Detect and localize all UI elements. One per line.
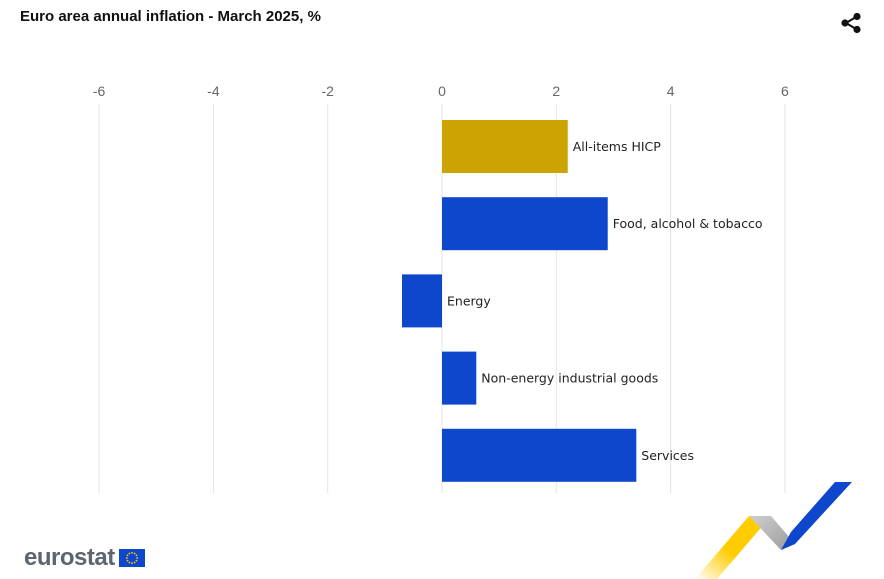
x-tick-label: -2	[321, 83, 334, 99]
flag-star	[135, 559, 138, 562]
flag-star	[135, 557, 138, 559]
eurostat-chevron-decoration	[695, 482, 852, 579]
bar[interactable]	[442, 428, 637, 482]
bar-label: Services	[641, 448, 694, 463]
flag-star	[126, 559, 129, 562]
flag-star	[128, 561, 130, 564]
bar-label: All-items HICP	[573, 139, 662, 154]
x-axis-ticks: -6 -4 -2 0 2 4 6	[93, 83, 789, 99]
x-tick-label: 4	[667, 83, 675, 99]
x-tick-label: 0	[438, 83, 446, 99]
eurostat-logo: eurostat	[24, 544, 145, 572]
bar-label: Energy	[447, 293, 491, 308]
flag-star	[133, 552, 136, 555]
flag-star	[133, 561, 136, 564]
share-icon	[841, 12, 861, 34]
bars	[401, 120, 637, 482]
bar[interactable]	[442, 120, 568, 173]
share-button[interactable]	[838, 10, 864, 36]
bar-labels: All-items HICP Food, alcohol & tobacco Ene…	[447, 139, 763, 463]
chart-title: Euro area annual inflation - March 2025,…	[20, 8, 321, 25]
x-tick-label: -6	[93, 83, 106, 99]
eu-flag-icon	[118, 549, 145, 567]
x-tick-label: 2	[552, 83, 560, 99]
flag-star	[126, 554, 129, 557]
x-tick-label: 6	[781, 83, 789, 99]
flag-star	[135, 554, 138, 557]
flag-star	[130, 551, 133, 554]
bar[interactable]	[442, 197, 608, 251]
bar-chart: -6 -4 -2 0 2 4 6 All-items HICP Food, alcohol &…	[93, 83, 789, 493]
bar-label: Non-energy industrial goods	[481, 371, 658, 386]
x-tick-label: -4	[207, 83, 220, 99]
bar-label: Food, alcohol & tobacco	[613, 216, 763, 231]
bar[interactable]	[401, 274, 442, 328]
flag-star	[125, 557, 128, 559]
flag-star	[128, 552, 130, 555]
bar[interactable]	[442, 351, 477, 405]
logo-text: eurostat	[24, 544, 115, 571]
flag-star	[130, 562, 133, 565]
